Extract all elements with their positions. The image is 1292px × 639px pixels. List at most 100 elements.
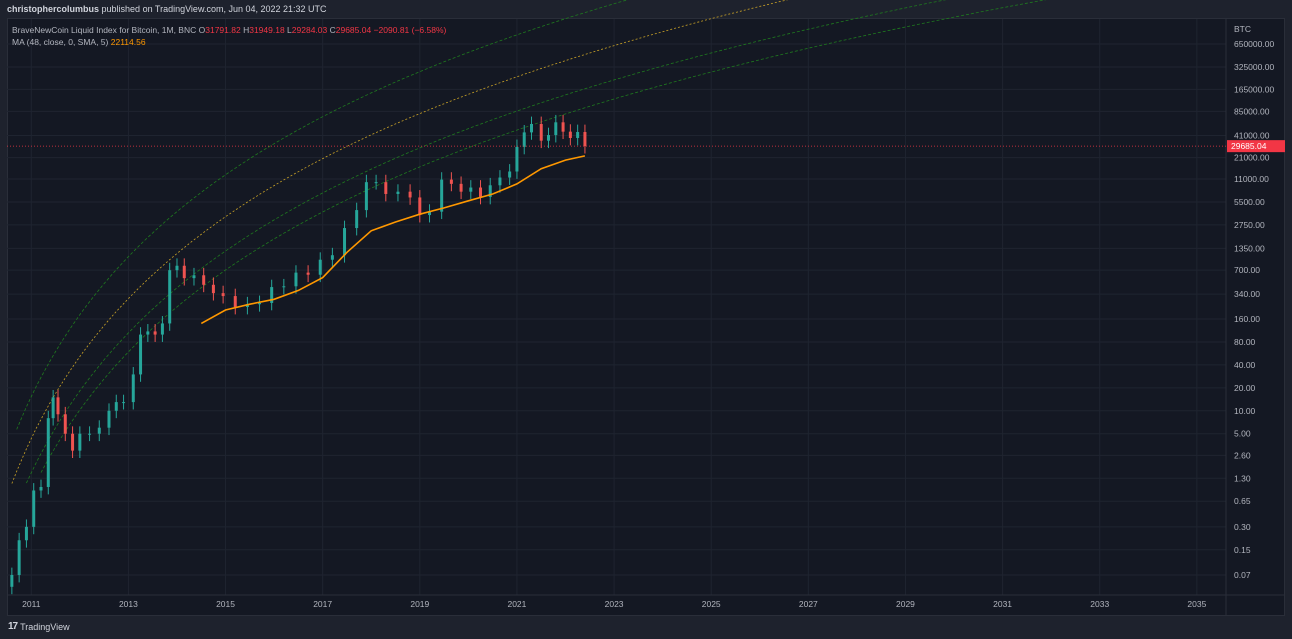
candle-body <box>202 275 206 285</box>
y-tick-label: 0.30 <box>1234 522 1251 532</box>
legend-ma-value: 22114.56 <box>110 37 146 47</box>
candle-body <box>24 526 28 541</box>
candle-body <box>168 270 172 324</box>
candle-body <box>576 132 580 138</box>
x-tick-label: 2011 <box>22 599 41 609</box>
y-tick-label: 2.60 <box>1234 450 1251 460</box>
candle-body <box>39 486 43 491</box>
candle-body <box>364 182 368 211</box>
legend-o-label: O <box>198 25 206 35</box>
candle-body <box>530 123 534 133</box>
candle-body <box>71 433 75 451</box>
y-tick-label: 40.00 <box>1234 360 1256 370</box>
candle-body <box>568 131 572 138</box>
legend-high-value: 31949.18 <box>249 25 285 35</box>
candle-body <box>561 122 565 132</box>
legend-close-value: 29685.04 <box>335 25 372 35</box>
legend-h-label: H <box>243 25 250 35</box>
y-tick-label: 41000.00 <box>1234 130 1270 140</box>
chart-legend: BraveNewCoin Liquid Index for Bitcoin, 1… <box>12 24 446 48</box>
x-tick-label: 2017 <box>313 599 332 609</box>
candle-body <box>318 259 322 275</box>
x-tick-label: 2019 <box>410 599 429 609</box>
candle-body <box>330 255 334 260</box>
candle-body <box>374 182 378 184</box>
candle-body <box>343 228 347 256</box>
lower-band-curve <box>26 0 947 484</box>
candle-body <box>508 171 512 178</box>
candle-body <box>153 331 157 335</box>
tradingview-brand: TradingView <box>20 621 70 632</box>
upper-band-curve <box>16 0 629 430</box>
candle-body <box>282 286 286 288</box>
candle-body <box>449 179 453 184</box>
legend-ohlc-row: BraveNewCoin Liquid Index for Bitcoin, 1… <box>12 24 446 36</box>
candle-body <box>440 179 444 212</box>
y-tick-label: 1.30 <box>1234 473 1251 483</box>
bottom-band-curve <box>40 0 1047 473</box>
candle-body <box>88 433 92 435</box>
y-tick-label: 10.00 <box>1234 406 1256 416</box>
y-tick-label: 165000.00 <box>1234 84 1274 94</box>
x-tick-label: 2031 <box>993 599 1012 609</box>
legend-change: −2090.81 (−6.58%) <box>373 25 447 35</box>
x-tick-label: 2025 <box>702 599 721 609</box>
y-tick-label: 325000.00 <box>1234 62 1274 72</box>
mid-band-curve <box>11 0 789 484</box>
candle-body <box>97 427 101 434</box>
y-tick-label: 21000.00 <box>1234 153 1270 163</box>
y-tick-label: 1350.00 <box>1234 243 1265 253</box>
x-tick-label: 2029 <box>896 599 915 609</box>
author-name[interactable]: christophercolumbus <box>7 4 100 14</box>
legend-c-label: C <box>329 25 336 35</box>
y-tick-label: 0.65 <box>1234 496 1251 506</box>
candle-body <box>554 122 558 136</box>
ma-line <box>200 155 586 325</box>
y-tick-label: 85000.00 <box>1234 106 1270 116</box>
last-price-label: 29685.04 <box>1231 141 1267 151</box>
candle-body <box>122 402 126 404</box>
candle-body <box>498 177 502 186</box>
x-tick-label: 2021 <box>507 599 526 609</box>
tradingview-logo[interactable]: 17 TradingView <box>8 621 70 632</box>
published-text: published on TradingView.com, Jun 04, 20… <box>101 4 327 14</box>
x-tick-label: 2015 <box>216 599 235 609</box>
y-tick-label: 160.00 <box>1234 314 1260 324</box>
footer-bar <box>0 616 1292 639</box>
candle-body <box>131 374 135 403</box>
candle-body <box>539 123 543 141</box>
x-tick-label: 2035 <box>1187 599 1206 609</box>
y-tick-label: 340.00 <box>1234 289 1260 299</box>
candle-body <box>160 323 164 335</box>
candle-body <box>63 414 67 434</box>
legend-ma-label[interactable]: MA (48, close, 0, SMA, 5) <box>12 37 109 47</box>
candle-body <box>258 302 262 305</box>
x-tick-label: 2023 <box>605 599 624 609</box>
candle-body <box>221 293 225 297</box>
y-tick-label: 20.00 <box>1234 383 1256 393</box>
candle-body <box>515 146 519 172</box>
candle-body <box>211 284 215 294</box>
y-tick-label: 0.15 <box>1234 545 1251 555</box>
candle-body <box>355 210 359 229</box>
candle-body <box>428 211 432 216</box>
candle-body <box>583 132 587 147</box>
legend-low-value: 29284.03 <box>291 25 328 35</box>
legend-symbol[interactable]: BraveNewCoin Liquid Index for Bitcoin, 1… <box>12 25 197 35</box>
chart-pane[interactable] <box>7 18 1285 616</box>
candle-body <box>488 185 492 197</box>
currency-label: BTC <box>1234 24 1251 34</box>
candle-body <box>418 197 422 216</box>
publisher-line: christophercolumbus published on Trading… <box>7 4 327 14</box>
candle-body <box>114 402 118 411</box>
candle-body <box>107 410 111 428</box>
candle-body <box>270 287 274 303</box>
candle-body <box>479 187 483 197</box>
y-tick-label: 0.07 <box>1234 570 1251 580</box>
candle-body <box>233 296 237 308</box>
candle-body <box>192 275 196 279</box>
x-tick-label: 2033 <box>1090 599 1109 609</box>
candle-body <box>32 490 36 527</box>
x-tick-label: 2027 <box>799 599 818 609</box>
